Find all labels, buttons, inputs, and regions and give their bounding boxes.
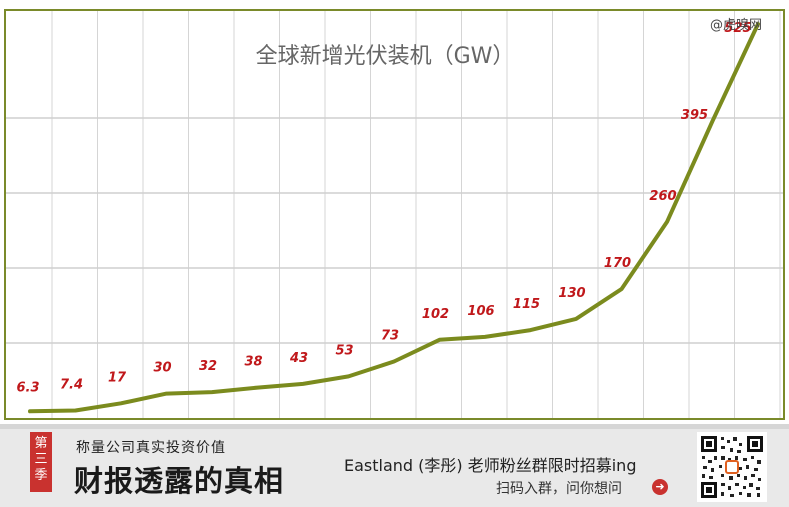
data-label: 395: [681, 108, 708, 123]
grid: [5, 10, 784, 419]
season-badge: 第 三 季: [30, 432, 52, 492]
data-label: 30: [153, 361, 171, 376]
plot-frame: [4, 9, 785, 420]
data-label: 32: [199, 359, 217, 374]
banner-series-title: 财报透露的真相: [74, 464, 285, 498]
banner-scan-text: 扫码入群，问你想问: [496, 481, 622, 497]
data-label: 170: [604, 256, 631, 271]
banner-divider: [0, 424, 789, 429]
season-char: 第: [34, 436, 48, 451]
season-char: 三: [34, 452, 48, 467]
data-label: 17: [108, 370, 127, 385]
series-line: [28, 22, 760, 414]
banner-recruit-text: Eastland (李彤) 老师粉丝群限时招募ing: [344, 456, 637, 475]
data-label: 260: [649, 189, 676, 204]
data-label: 73: [381, 329, 399, 344]
data-label: 7.4: [60, 378, 83, 393]
data-label: 130: [558, 286, 585, 301]
qr-code-icon[interactable]: [697, 432, 767, 502]
data-label: 525: [724, 21, 751, 36]
banner-slogan: 称量公司真实投资价值: [76, 440, 226, 456]
watermark: @虎嗅网: [710, 18, 763, 33]
data-label: 6.3: [16, 380, 39, 395]
data-label: 106: [467, 304, 494, 319]
data-label: 53: [335, 343, 353, 358]
chart-title: 全球新增光伏装机（GW）: [256, 44, 515, 69]
season-char: 季: [34, 468, 48, 483]
chart: 全球新增光伏装机（GW） 6.3 7.4 17 30 32 38 43 53 73 102 106 1…: [4, 9, 785, 420]
data-label: 43: [289, 351, 308, 366]
data-label: 38: [244, 355, 262, 370]
promo-banner: 第 三 季 称量公司真实投资价值 财报透露的真相 Eastland (李彤) 老…: [0, 424, 789, 507]
arrow-right-circle-icon[interactable]: ➜: [652, 479, 668, 495]
chart-svg: 全球新增光伏装机（GW） 6.3 7.4 17 30 32 38 43 53 73 102 106 1…: [4, 9, 785, 420]
data-label: 102: [422, 307, 449, 322]
data-labels: 6.3 7.4 17 30 32 38 43 53 73 102 106 115 130 170 260 39…: [16, 21, 751, 395]
data-label: 115: [513, 297, 540, 312]
